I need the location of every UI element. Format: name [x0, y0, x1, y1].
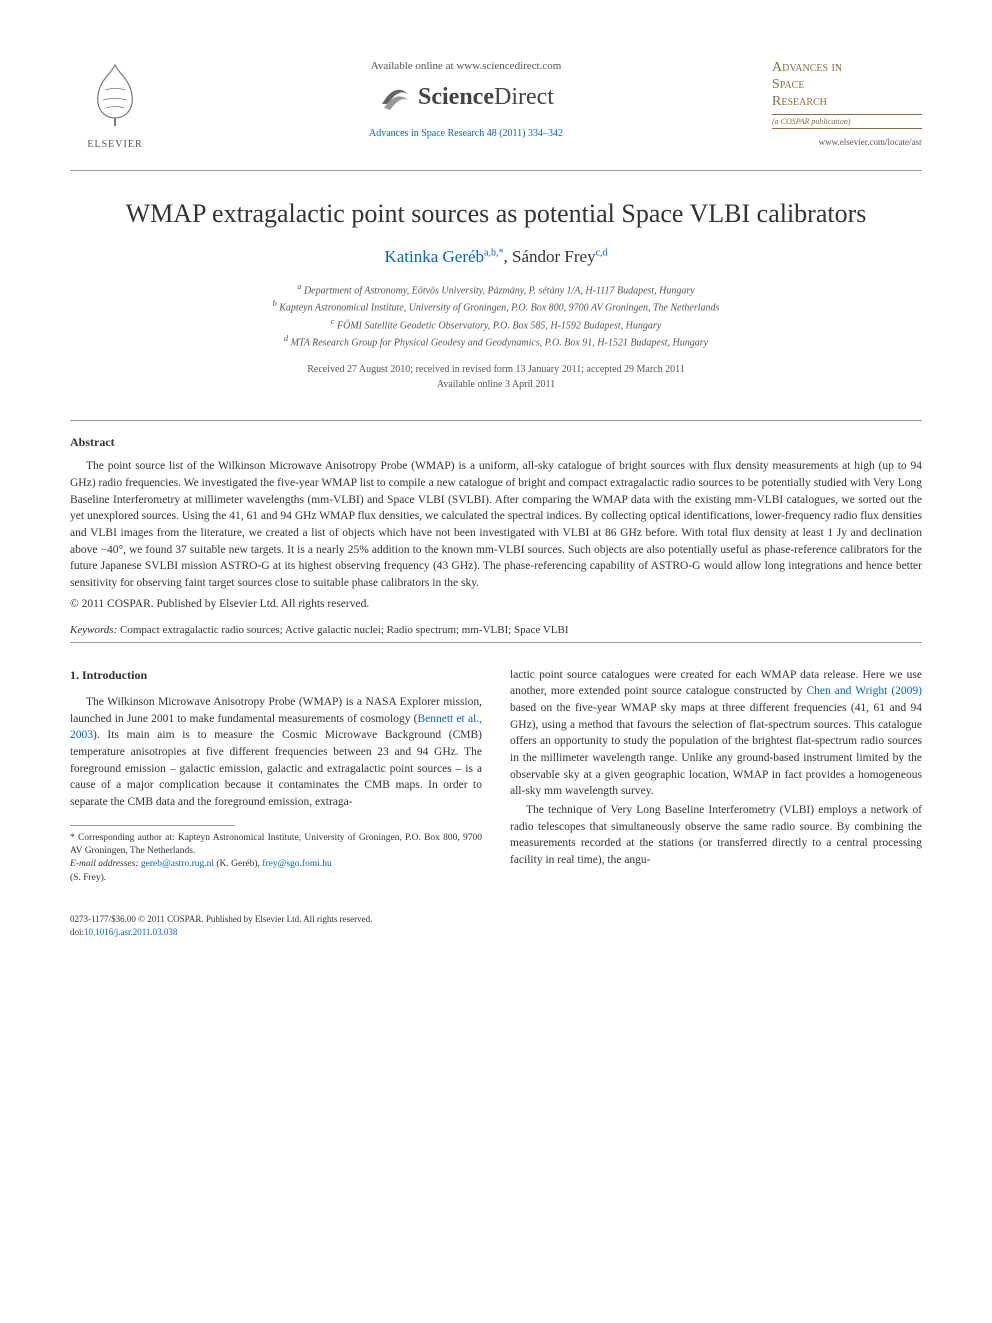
author-2-affil-sup: c,d — [596, 247, 608, 258]
keywords-label: Keywords: — [70, 624, 117, 636]
affil-c: FÖMI Satellite Geodetic Observatory, P.O… — [337, 320, 661, 331]
available-online-text: Available online at www.sciencedirect.co… — [180, 60, 752, 72]
keywords-text: Compact extragalactic radio sources; Act… — [117, 624, 568, 636]
abstract-top-rule — [70, 420, 922, 421]
dates-line1: Received 27 August 2010; received in rev… — [307, 364, 684, 375]
publisher-logo-block: ELSEVIER — [70, 60, 160, 150]
column-left: 1. Introduction The Wilkinson Microwave … — [70, 667, 482, 885]
center-header: Available online at www.sciencedirect.co… — [160, 60, 772, 139]
article-dates: Received 27 August 2010; received in rev… — [70, 362, 922, 392]
jname-1: Advances in — [772, 60, 842, 75]
journal-reference[interactable]: Advances in Space Research 48 (2011) 334… — [180, 128, 752, 139]
abstract-heading: Abstract — [70, 435, 922, 450]
jname-3: Research — [772, 94, 827, 109]
doi-link[interactable]: 10.1016/j.asr.2011.03.038 — [84, 927, 177, 937]
affil-b: Kapteyn Astronomical Institute, Universi… — [279, 303, 719, 314]
corresponding-author-footnote: * Corresponding author at: Kapteyn Astro… — [70, 832, 482, 885]
journal-brand-box: Advances in Space Research (a COSPAR pub… — [772, 60, 922, 147]
sciencedirect-swoosh-icon — [378, 80, 412, 114]
author-sep: , — [504, 247, 513, 266]
ref-chen-wright-2009[interactable]: Chen and Wright (2009) — [806, 685, 922, 697]
author-1[interactable]: Katinka Geréb — [384, 247, 484, 266]
affil-d: MTA Research Group for Physical Geodesy … — [291, 337, 709, 348]
email-1[interactable]: gereb@astro.rug.nl — [139, 859, 215, 869]
journal-url[interactable]: www.elsevier.com/locate/asr — [772, 137, 922, 147]
intro-para-1: The Wilkinson Microwave Anisotropy Probe… — [70, 694, 482, 811]
email-2-who: (S. Frey). — [70, 873, 106, 883]
abstract-copyright: © 2011 COSPAR. Published by Elsevier Ltd… — [70, 598, 922, 610]
author-2: Sándor Frey — [512, 247, 596, 266]
p1b: ). Its main aim is to measure the Cosmic… — [70, 729, 482, 808]
page-container: ELSEVIER Available online at www.science… — [0, 0, 992, 988]
doi-label: doi: — [70, 927, 84, 937]
email-2[interactable]: frey@sgo.fomi.hu — [262, 859, 331, 869]
publisher-name: ELSEVIER — [70, 139, 160, 150]
cospar-tagline: (a COSPAR publication) — [772, 114, 922, 129]
sciencedirect-text: ScienceDirect — [418, 84, 554, 111]
footnote-separator — [70, 825, 235, 826]
sd-pre: Science — [418, 84, 494, 110]
email-1-who: (K. Geréb), — [214, 859, 262, 869]
corr-text: * Corresponding author at: Kapteyn Astro… — [70, 833, 482, 856]
body-columns: 1. Introduction The Wilkinson Microwave … — [70, 667, 922, 885]
journal-name: Advances in Space Research — [772, 60, 922, 110]
section-1-heading: 1. Introduction — [70, 667, 482, 684]
dates-line2: Available online 3 April 2011 — [437, 379, 555, 390]
elsevier-tree-icon — [80, 60, 150, 130]
column-right: lactic point source catalogues were crea… — [510, 667, 922, 885]
affil-a: Department of Astronomy, Eötvös Universi… — [304, 285, 695, 296]
header-row: ELSEVIER Available online at www.science… — [70, 60, 922, 150]
keywords-line: Keywords: Compact extragalactic radio so… — [70, 624, 922, 636]
abstract-body: The point source list of the Wilkinson M… — [70, 458, 922, 591]
intro-para-3: The technique of Very Long Baseline Inte… — [510, 802, 922, 869]
abstract-bottom-rule — [70, 642, 922, 643]
header-rule — [70, 170, 922, 171]
p2b: based on the five-year WMAP sky maps at … — [510, 702, 922, 797]
issn-line: 0273-1177/$36.00 © 2011 COSPAR. Publishe… — [70, 914, 372, 924]
jname-2: Space — [772, 77, 804, 92]
page-footer: 0273-1177/$36.00 © 2011 COSPAR. Publishe… — [70, 913, 922, 938]
article-title: WMAP extragalactic point sources as pote… — [70, 199, 922, 229]
email-label: E-mail addresses: — [70, 859, 139, 869]
sciencedirect-logo[interactable]: ScienceDirect — [180, 80, 752, 114]
intro-para-2: lactic point source catalogues were crea… — [510, 667, 922, 800]
sd-post: Direct — [494, 84, 554, 110]
author-1-affil-sup: a,b, — [484, 247, 498, 258]
affiliations: a Department of Astronomy, Eötvös Univer… — [70, 281, 922, 350]
authors-line: Katinka Geréba,b,*, Sándor Freyc,d — [70, 247, 922, 267]
